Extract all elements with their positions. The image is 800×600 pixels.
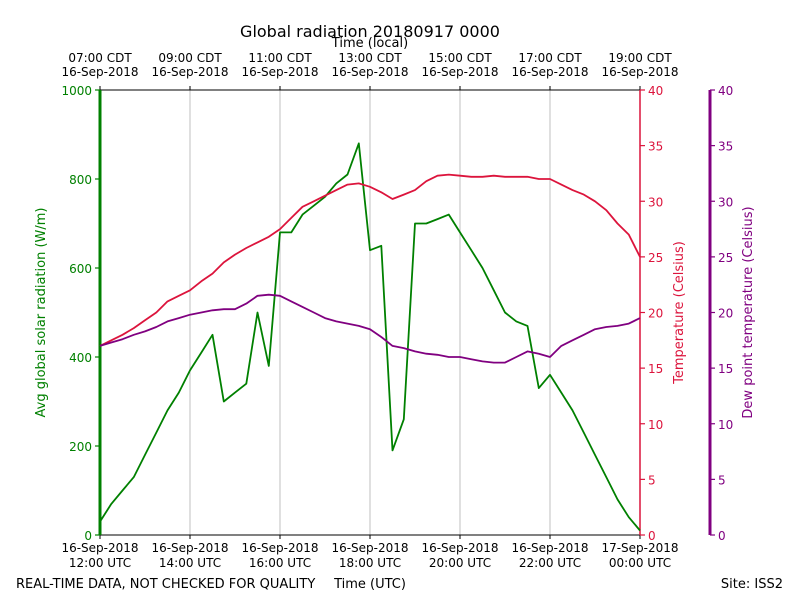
top-tick-label: 16-Sep-2018 <box>601 65 678 79</box>
yticks-label: 400 <box>69 351 92 365</box>
top-tick-label: 17:00 CDT <box>518 51 582 65</box>
yticks-label: 1000 <box>61 84 92 98</box>
y3ticks-label: 35 <box>718 140 733 154</box>
top-tick-label: 15:00 CDT <box>428 51 492 65</box>
top-tick-label: 11:00 CDT <box>248 51 312 65</box>
footer-right: Site: ISS2 <box>721 577 783 592</box>
top-tick-label: 16-Sep-2018 <box>151 65 228 79</box>
x-tick-label: 18:00 UTC <box>339 556 401 570</box>
top-tick-label: 16-Sep-2018 <box>421 65 498 79</box>
top-tick-label: 16-Sep-2018 <box>511 65 588 79</box>
chart-title: Global radiation 20180917 0000 <box>240 22 500 41</box>
axis-label: Avg global solar radiation (W/m) <box>34 208 49 418</box>
x-tick-label: 16-Sep-2018 <box>151 541 228 555</box>
y3ticks-label: 30 <box>718 195 733 209</box>
series-line <box>99 173 641 347</box>
y3ticks-label: 25 <box>718 251 733 265</box>
x-tick-label: 16-Sep-2018 <box>421 541 498 555</box>
y3ticks-label: 15 <box>718 362 733 376</box>
y3ticks-label: 0 <box>718 529 726 543</box>
y2ticks-label: 15 <box>648 362 663 376</box>
top-tick-label: 19:00 CDT <box>608 51 672 65</box>
y3ticks-label: 5 <box>718 473 726 487</box>
top-tick-label: 13:00 CDT <box>338 51 402 65</box>
x-tick-label: 12:00 UTC <box>69 556 131 570</box>
top-tick-label: 16-Sep-2018 <box>61 65 138 79</box>
y2ticks-label: 0 <box>648 529 656 543</box>
y3ticks-label: 40 <box>718 84 733 98</box>
y3ticks-label: 20 <box>718 307 733 321</box>
x-tick-label: 16:00 UTC <box>249 556 311 570</box>
y2ticks-label: 40 <box>648 84 663 98</box>
x-tick-label: 16-Sep-2018 <box>241 541 318 555</box>
y2ticks-label: 25 <box>648 251 663 265</box>
top-tick-label: 09:00 CDT <box>158 51 222 65</box>
axis-label: Temperature (Celsius) <box>672 241 687 385</box>
x-axis-label: Time (UTC) <box>333 577 406 592</box>
y2ticks-label: 5 <box>648 473 656 487</box>
y2ticks-label: 20 <box>648 307 663 321</box>
footer-left: REAL-TIME DATA, NOT CHECKED FOR QUALITY <box>16 577 315 592</box>
x-tick-label: 16-Sep-2018 <box>511 541 588 555</box>
y2ticks-label: 10 <box>648 418 663 432</box>
top-tick-label: 16-Sep-2018 <box>241 65 318 79</box>
x-tick-label: 17-Sep-2018 <box>601 541 678 555</box>
top-tick-label: 07:00 CDT <box>68 51 132 65</box>
y3ticks-label: 10 <box>718 418 733 432</box>
y2ticks-label: 35 <box>648 140 663 154</box>
series-line <box>99 142 641 532</box>
yticks-label: 800 <box>69 173 92 187</box>
yticks-label: 600 <box>69 262 92 276</box>
x-tick-label: 00:00 UTC <box>609 556 671 570</box>
x-tick-label: 20:00 UTC <box>429 556 491 570</box>
top-axis-label: Time (local) <box>331 36 408 51</box>
x-tick-label: 16-Sep-2018 <box>61 541 138 555</box>
x-tick-label: 14:00 UTC <box>159 556 221 570</box>
yticks-label: 0 <box>84 529 92 543</box>
top-tick-label: 16-Sep-2018 <box>331 65 408 79</box>
x-tick-label: 16-Sep-2018 <box>331 541 408 555</box>
series-line <box>99 293 641 364</box>
x-tick-label: 22:00 UTC <box>519 556 581 570</box>
yticks-label: 200 <box>69 440 92 454</box>
y2ticks-label: 30 <box>648 195 663 209</box>
axis-label: Dew point temperature (Celsius) <box>741 206 756 418</box>
